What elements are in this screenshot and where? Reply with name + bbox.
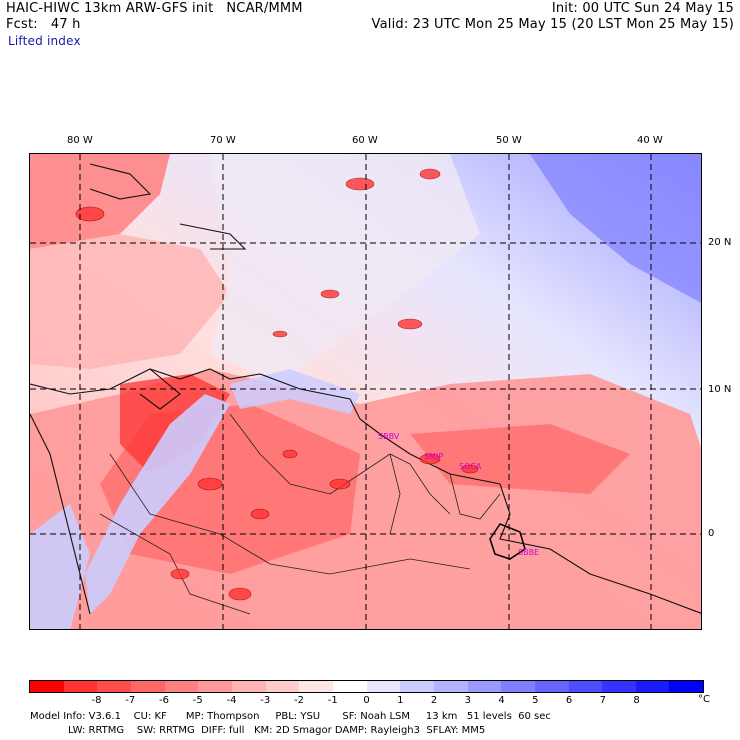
colorbar-swatch	[467, 681, 502, 692]
colorbar-swatch	[198, 681, 232, 692]
cell	[329, 478, 351, 490]
border-brazil-north	[109, 453, 471, 575]
colorbar-swatch	[433, 681, 468, 692]
colorbar-swatch	[30, 681, 64, 692]
colorbar-swatch	[635, 681, 670, 692]
colorbar-tick-label: -2	[294, 695, 304, 706]
lifted-index-map	[29, 153, 702, 630]
colorbar-tick-label: 8	[633, 695, 640, 706]
border-venezuela	[229, 413, 451, 515]
lat-label-0: 0	[708, 528, 715, 539]
city-label-smjp: SMJP	[424, 452, 444, 461]
cell	[197, 477, 223, 491]
valid-time: Valid: 23 UTC Mon 25 May 15 (20 LST Mon …	[371, 17, 734, 32]
coast-south-america-north	[30, 368, 701, 614]
city-label-sbbv: SBBV	[378, 432, 400, 441]
cell	[250, 508, 270, 520]
city-label-soca: SOCA	[459, 462, 482, 471]
colorbar-tick-label: 0	[363, 695, 370, 706]
field-region-coastal-blue	[230, 369, 360, 414]
cell	[75, 206, 105, 222]
colorbar-tick-label: 7	[599, 695, 606, 706]
colorbar-swatch	[400, 681, 434, 692]
colorbar-tick-label: -4	[226, 695, 237, 706]
colorbar	[29, 680, 704, 693]
cell	[272, 330, 288, 338]
colorbar-tick-label: 1	[397, 695, 404, 706]
colorbar-tick-label: -1	[327, 695, 338, 706]
cell	[397, 318, 423, 330]
cell	[282, 449, 298, 459]
colorbar-unit: °C	[698, 694, 710, 705]
border-guyana	[389, 453, 401, 535]
convective-cells	[75, 168, 479, 601]
coast-hispaniola	[179, 223, 247, 250]
init-time: Init: 00 UTC Sun 24 May 15	[551, 1, 734, 16]
cell	[228, 587, 252, 601]
coastlines	[30, 163, 701, 615]
field-name: Lifted index	[8, 34, 81, 48]
colorbar-tick-label: -3	[260, 695, 271, 706]
colorbar-swatch	[534, 681, 569, 692]
colorbar-swatch	[299, 681, 333, 692]
colorbar-swatch	[669, 681, 704, 692]
colorbar-swatch	[164, 681, 199, 692]
lon-label-60w: 60 W	[352, 135, 378, 146]
colorbar-tick-label: 5	[532, 695, 539, 706]
colorbar-swatch	[231, 681, 266, 692]
colorbar-tick-label: 4	[498, 695, 505, 706]
lat-label-20n: 20 N	[708, 237, 732, 248]
colorbar-tick-label: 3	[464, 695, 471, 706]
cell	[419, 168, 441, 180]
colorbar-swatch	[97, 681, 131, 692]
city-label-sbbe: SBBE	[518, 548, 540, 557]
model-info-line2: LW: RRTMG SW: RRTMG DIFF: full KM: 2D Sm…	[68, 725, 486, 736]
lon-label-50w: 50 W	[496, 135, 522, 146]
forecast-hour: Fcst: 47 h	[6, 17, 81, 32]
lat-label-10n: 10 N	[708, 384, 732, 395]
colorbar-swatch	[568, 681, 603, 692]
cell	[461, 464, 479, 474]
colorbar-swatch	[265, 681, 300, 692]
field-region-atlantic-neutral	[210, 154, 480, 384]
field-region-andes-blue	[85, 394, 230, 614]
cell	[320, 289, 340, 299]
model-title: HAIC-HIWC 13km ARW-GFS init NCAR/MMM	[6, 1, 303, 16]
model-info-line1: Model Info: V3.6.1 CU: KF MP: Thompson P…	[30, 711, 551, 722]
colorbar-swatch	[602, 681, 636, 692]
colorbar-tick-label: -8	[91, 695, 102, 706]
graticule	[30, 154, 701, 629]
coast-lake-maracaibo	[139, 368, 181, 410]
colorbar-tick-label: 6	[565, 695, 573, 706]
field-region-northeast-blue	[530, 154, 701, 303]
lon-label-40w: 40 W	[637, 135, 663, 146]
border-suriname	[449, 473, 501, 520]
colorbar-tick-label: -6	[159, 695, 169, 706]
map-canvas	[30, 154, 701, 629]
cell	[419, 453, 441, 465]
colorbar-swatch	[366, 681, 401, 692]
colorbar-tick-label: -7	[125, 695, 136, 706]
colorbar-swatch	[63, 681, 98, 692]
cell	[170, 568, 190, 580]
amazon-delta	[489, 523, 526, 560]
lon-label-70w: 70 W	[210, 135, 236, 146]
colorbar-swatch	[130, 681, 165, 692]
coast-cuba	[89, 163, 152, 200]
lon-label-80w: 80 W	[67, 135, 93, 146]
colorbar-swatch	[501, 681, 535, 692]
field-region-caribbean-north	[30, 154, 170, 249]
colorbar-swatch	[332, 681, 367, 692]
cell	[345, 177, 375, 191]
field-region-pacific-blue	[30, 504, 90, 629]
colorbar-tick-label: -5	[192, 695, 203, 706]
colorbar-tick-label: 2	[430, 695, 438, 706]
coast-pacific	[30, 413, 91, 615]
